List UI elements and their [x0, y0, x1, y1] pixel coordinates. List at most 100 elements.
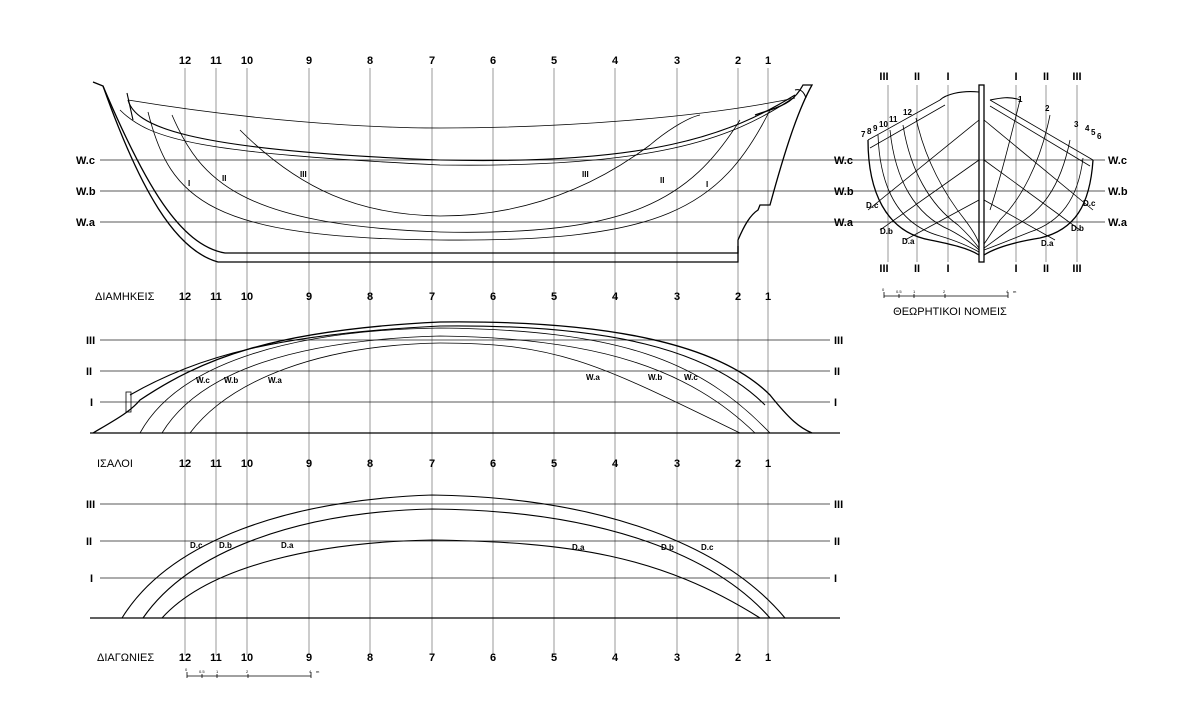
station-label: 7 — [429, 291, 435, 303]
station-lines — [184, 68, 769, 655]
waterline-label: W.c — [76, 155, 95, 167]
scale-unit: m — [1013, 289, 1017, 294]
stern-post — [126, 92, 134, 121]
buttock-line-II — [171, 114, 741, 233]
station-label: 2 — [735, 458, 741, 470]
buttock-label: III — [1072, 263, 1081, 275]
diagonals-title: ΔΙΑΓΩΝΙΕΣ — [97, 652, 154, 664]
station-labels-row4: 12 11 10 9 8 7 6 5 4 3 2 1 — [179, 652, 771, 664]
buttock-label: II — [834, 366, 840, 378]
station-label: 10 — [241, 652, 253, 664]
scale-bar-body: 0 0.5 1 2 4 m — [882, 287, 1017, 298]
body-plan-title: ΘΕΩΡΗΤΙΚΟΙ ΝΟΜΕΙΣ — [893, 306, 1007, 318]
scale-tick: 0 — [882, 287, 885, 292]
waterline-label: W.a — [268, 376, 282, 385]
scale-tick: 4 — [1006, 289, 1009, 294]
buttock-label: I — [946, 71, 949, 83]
waterline-label: W.c — [684, 373, 698, 382]
buttock-label: I — [706, 180, 708, 189]
station-label: 12 — [179, 291, 191, 303]
station-label: 4 — [612, 652, 619, 664]
diagonal-right — [983, 199, 1056, 241]
station-label: 12 — [179, 55, 191, 67]
deck-outline — [92, 321, 813, 434]
buttock-label: I — [188, 179, 190, 188]
section-left — [889, 129, 980, 251]
section-outline-left — [867, 139, 980, 256]
station-label: 10 — [241, 458, 253, 470]
station-labels-top: 12 11 10 9 8 7 6 5 4 3 2 1 — [179, 55, 771, 67]
body-plan-station: 9 — [873, 124, 878, 133]
station-label: 2 — [735, 652, 741, 664]
station-label: 9 — [306, 55, 312, 67]
diagonal-label: D.c — [190, 541, 203, 550]
station-label: 5 — [551, 291, 557, 303]
scale-tick: 0.5 — [896, 289, 902, 294]
station-label: 1 — [765, 458, 771, 470]
station-label: 6 — [490, 55, 496, 67]
diagonal-label: D.b — [880, 227, 893, 236]
waterline-label: W.b — [1108, 186, 1128, 198]
station-label: 12 — [179, 458, 191, 470]
buttock-label: III — [834, 335, 843, 347]
body-plan-station: 12 — [903, 108, 912, 117]
waterline-label: W.c — [196, 376, 210, 385]
buttock-label: II — [660, 176, 664, 185]
station-label: 5 — [551, 652, 557, 664]
section-right — [983, 114, 1051, 245]
section-right — [983, 157, 1084, 251]
waterline-W.c — [139, 327, 771, 434]
buttock-label: III — [834, 499, 843, 511]
buttock-label: III — [582, 170, 589, 179]
station-label: 3 — [674, 652, 680, 664]
buttock-label: III — [86, 499, 95, 511]
body-plan-station: 6 — [1097, 132, 1102, 141]
buttock-label: III — [879, 263, 888, 275]
section-left — [902, 124, 980, 249]
scale-tick: 2 — [943, 289, 946, 294]
deck-inner — [129, 325, 766, 406]
hull-profile-outline — [92, 81, 814, 263]
diagonal-D.a — [161, 539, 761, 619]
diagonal-D.b — [142, 508, 771, 619]
waterlines-title: ΙΣΑΛΟΙ — [97, 458, 133, 470]
station-label: 3 — [674, 458, 680, 470]
station-label: 10 — [241, 291, 253, 303]
section-left — [915, 117, 980, 245]
diagonal-label: D.a — [281, 541, 294, 550]
scale-tick: 2 — [246, 669, 249, 674]
top-rail — [127, 97, 796, 129]
station-label: 11 — [210, 652, 222, 664]
buttock-label: II — [86, 536, 92, 548]
station-label: 12 — [179, 652, 191, 664]
diagonal-label: D.c — [1083, 199, 1096, 208]
buttock-label: III — [879, 71, 888, 83]
diagonal-label: D.c — [701, 543, 714, 552]
body-plan-station: 11 — [889, 115, 898, 124]
section-right — [989, 97, 1021, 101]
scale-tick: 1 — [216, 669, 219, 674]
station-label: 11 — [210, 458, 222, 470]
diagonal-label: D.b — [219, 541, 232, 550]
sheer-line — [127, 94, 796, 162]
stern-block — [125, 391, 132, 413]
keel-centerline — [978, 84, 985, 263]
waterline-label: W.a — [834, 217, 854, 229]
waterline-W.b — [161, 335, 756, 434]
diagonal-label: D.b — [1071, 224, 1084, 233]
section-right — [989, 99, 1021, 211]
diagonals-view: III II I III II I D.c D.b D.a D.a D.b D.… — [86, 494, 843, 664]
body-plan-station: 5 — [1091, 128, 1096, 137]
body-plan-station: 3 — [1074, 120, 1079, 129]
hull-profile-inner — [102, 85, 739, 254]
body-plan: III II I I II III III II I I II III W.c … — [834, 71, 1128, 318]
buttock-label: I — [1014, 71, 1017, 83]
buttock-label: II — [1043, 263, 1049, 275]
buttock-line-I — [147, 109, 771, 241]
station-label: 11 — [210, 55, 222, 67]
diagonal-label: D.b — [661, 543, 674, 552]
waterline-label: W.b — [224, 376, 238, 385]
station-label: 6 — [490, 652, 496, 664]
waterline-label: W.a — [1108, 217, 1128, 229]
scale-tick: 4 — [309, 669, 312, 674]
